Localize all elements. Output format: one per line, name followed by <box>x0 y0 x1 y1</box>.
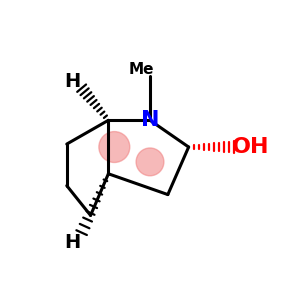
Text: H: H <box>64 72 81 91</box>
Circle shape <box>136 148 164 176</box>
Text: Me: Me <box>128 62 154 77</box>
Text: H: H <box>64 232 81 252</box>
Circle shape <box>99 132 130 163</box>
Text: OH: OH <box>232 137 270 157</box>
Text: N: N <box>141 110 159 130</box>
